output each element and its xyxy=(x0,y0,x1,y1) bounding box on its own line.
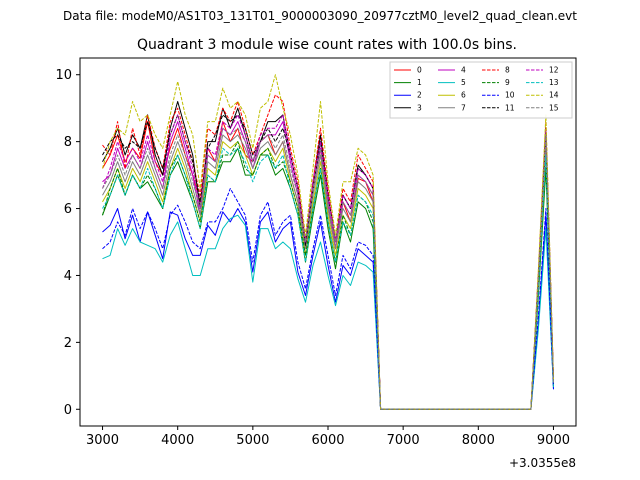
legend-label-8: 8 xyxy=(505,66,510,75)
x-offset-label: +3.0355e8 xyxy=(509,456,576,470)
series-line-11 xyxy=(102,114,554,410)
series-line-13 xyxy=(102,147,554,410)
y-tick-label: 10 xyxy=(55,68,72,83)
legend-label-4: 4 xyxy=(461,66,466,75)
legend-label-11: 11 xyxy=(505,103,515,112)
y-tick-label: 6 xyxy=(64,202,72,217)
legend-label-14: 14 xyxy=(549,91,559,100)
x-tick-label: 7000 xyxy=(387,433,420,448)
x-tick-label: 8000 xyxy=(462,433,495,448)
y-axis: 0 2 4 6 8 10 xyxy=(55,68,80,418)
legend-label-10: 10 xyxy=(505,91,515,100)
legend-label-5: 5 xyxy=(461,78,466,87)
series-line-2 xyxy=(102,208,554,410)
legend-label-3: 3 xyxy=(417,103,422,112)
legend-label-0: 0 xyxy=(417,66,422,75)
series-line-10 xyxy=(102,188,554,410)
legend-label-9: 9 xyxy=(505,78,510,87)
series-line-15 xyxy=(102,127,554,410)
legend-label-6: 6 xyxy=(461,91,466,100)
series-layer xyxy=(102,74,554,410)
x-tick-label: 3000 xyxy=(86,433,119,448)
x-axis: 3000 4000 5000 6000 7000 8000 9000 xyxy=(86,426,570,448)
legend-label-12: 12 xyxy=(549,66,559,75)
chart-suptitle: Data file: modeM0/AS1T03_131T01_90000030… xyxy=(63,9,577,23)
legend-label-1: 1 xyxy=(417,78,422,87)
legend-label-2: 2 xyxy=(417,91,422,100)
x-tick-label: 6000 xyxy=(311,433,344,448)
x-tick-label: 5000 xyxy=(236,433,269,448)
legend-label-7: 7 xyxy=(461,103,466,112)
series-line-14 xyxy=(102,74,554,410)
y-tick-label: 8 xyxy=(64,135,72,150)
y-tick-label: 4 xyxy=(64,269,72,284)
x-tick-label: 4000 xyxy=(161,433,194,448)
series-line-12 xyxy=(102,114,554,410)
series-line-5 xyxy=(102,214,554,410)
y-tick-label: 2 xyxy=(64,336,72,351)
legend-label-15: 15 xyxy=(549,103,559,112)
chart-title: Quadrant 3 module wise count rates with … xyxy=(137,37,517,53)
legend-label-13: 13 xyxy=(549,78,559,87)
series-line-7 xyxy=(102,134,554,410)
y-tick-label: 0 xyxy=(64,403,72,418)
x-tick-label: 9000 xyxy=(537,433,570,448)
legend-frame xyxy=(389,61,573,119)
